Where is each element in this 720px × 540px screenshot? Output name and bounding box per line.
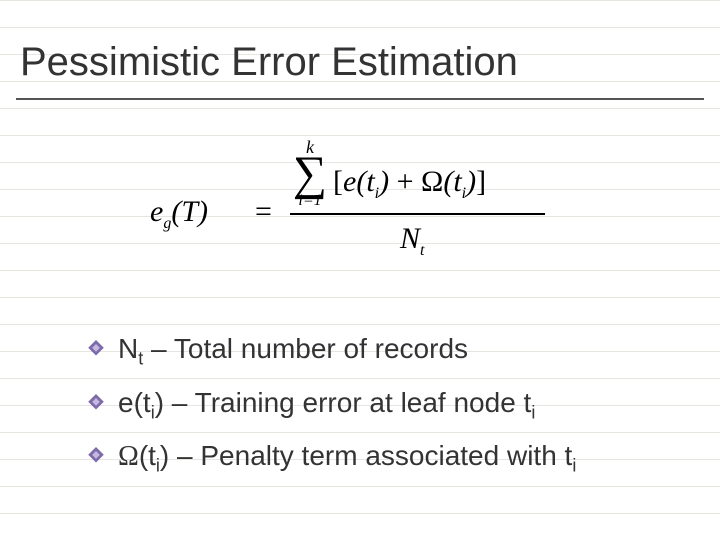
formula-bracket: [e(ti) + Ω(ti)]	[333, 165, 486, 203]
formula-denominator: Nt	[400, 222, 424, 260]
gridline	[0, 324, 720, 325]
bullet-text: Ω(ti) – Penalty term associated with ti	[118, 437, 576, 485]
formula-lhs: eg(T)	[150, 195, 208, 233]
gridline	[0, 297, 720, 298]
gridline	[0, 27, 720, 28]
title-underline	[16, 98, 704, 100]
gridline	[0, 243, 720, 244]
gridline	[0, 513, 720, 514]
bullet-list: Nt – Total number of records e(ti) – Trai…	[88, 330, 576, 491]
gridline	[0, 216, 720, 217]
slide: Pessimistic Error Estimation eg(T) = k ∑…	[0, 0, 720, 540]
slide-title: Pessimistic Error Estimation	[20, 40, 518, 85]
gridline	[0, 270, 720, 271]
gridline	[0, 108, 720, 109]
diamond-bullet-icon	[88, 447, 104, 463]
formula-equals: =	[255, 195, 272, 229]
list-item: Ω(ti) – Penalty term associated with ti	[88, 437, 576, 485]
list-item: e(ti) – Training error at leaf node ti	[88, 384, 576, 432]
list-item: Nt – Total number of records	[88, 330, 576, 378]
bullet-text: Nt – Total number of records	[118, 330, 468, 378]
sigma-icon: ∑	[290, 154, 330, 194]
diamond-bullet-icon	[88, 340, 104, 356]
bullet-text: e(ti) – Training error at leaf node ti	[118, 384, 535, 432]
formula-sum: k ∑ i=1	[290, 140, 330, 208]
fraction-bar	[290, 213, 545, 215]
diamond-bullet-icon	[88, 394, 104, 410]
gridline	[0, 162, 720, 163]
gridline	[0, 135, 720, 136]
gridline	[0, 0, 720, 1]
